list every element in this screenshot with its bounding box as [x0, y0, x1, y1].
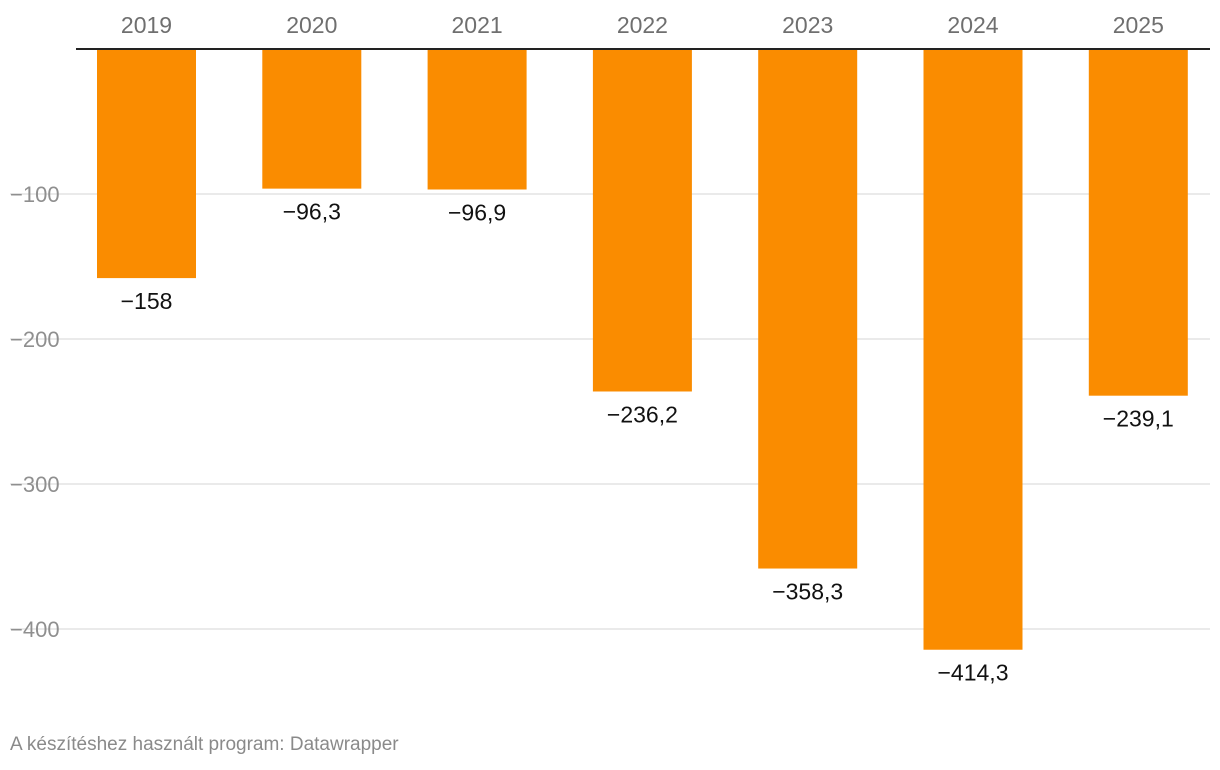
- y-tick-label: −300: [10, 472, 60, 497]
- value-label: −236,2: [607, 401, 678, 427]
- labels: −100 −200 −300 −400 2019 −158 2020 −96,3 2021 −96…: [10, 12, 1174, 686]
- value-label: −96,3: [283, 199, 341, 225]
- category-label: 2025: [1113, 12, 1164, 38]
- y-tick-label: −100: [10, 182, 60, 207]
- footer-credit: A készítéshez használt program: Datawrap…: [10, 734, 399, 755]
- value-label: −158: [121, 288, 173, 314]
- y-tick-label: −400: [10, 617, 60, 642]
- bar: [758, 49, 858, 569]
- category-label: 2024: [947, 12, 998, 38]
- bar: [923, 49, 1023, 650]
- y-tick-label: −200: [10, 327, 60, 352]
- bar-chart: −100 −200 −300 −400 2019 −158 2020 −96,3 2021 −96…: [10, 12, 1210, 686]
- bar: [592, 49, 692, 392]
- bar: [97, 49, 196, 279]
- bars: [97, 49, 1188, 650]
- bar: [427, 49, 527, 190]
- category-label: 2019: [121, 12, 172, 38]
- bar: [262, 49, 362, 189]
- category-label: 2021: [452, 12, 503, 38]
- value-label: −96,9: [448, 200, 506, 226]
- value-label: −358,3: [772, 579, 843, 605]
- category-label: 2022: [617, 12, 668, 38]
- value-label: −414,3: [938, 660, 1009, 686]
- category-label: 2020: [286, 12, 337, 38]
- value-label: −239,1: [1103, 406, 1174, 432]
- category-label: 2023: [782, 12, 833, 38]
- bar: [1088, 49, 1188, 396]
